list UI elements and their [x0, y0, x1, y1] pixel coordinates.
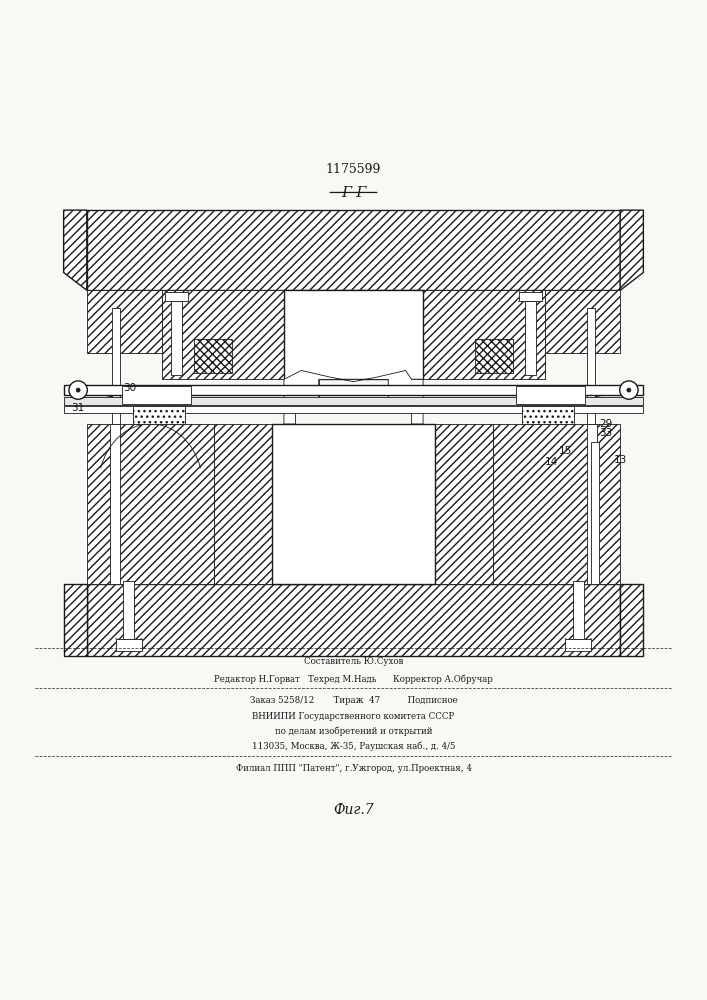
Bar — [133, 406, 185, 424]
Bar — [272, 424, 435, 584]
Text: Редактор Н.Горват   Техред М.Надь      Корректор А.Обручар: Редактор Н.Горват Техред М.Надь Корректо… — [214, 675, 493, 684]
Polygon shape — [87, 210, 620, 290]
Text: 13: 13 — [614, 455, 626, 465]
Bar — [475, 339, 513, 373]
Bar — [565, 639, 591, 651]
Text: 31: 31 — [71, 403, 84, 413]
Polygon shape — [214, 424, 272, 584]
Text: 30: 30 — [123, 383, 136, 393]
Bar — [519, 292, 542, 301]
Bar — [587, 424, 597, 584]
Polygon shape — [493, 424, 620, 584]
Polygon shape — [87, 424, 214, 584]
Text: ВНИИПИ Государственного комитета СССР: ВНИИПИ Государственного комитета СССР — [252, 712, 455, 721]
Polygon shape — [620, 210, 643, 290]
Bar — [64, 406, 643, 413]
Text: 33: 33 — [600, 428, 613, 438]
Bar — [64, 385, 643, 395]
Bar — [284, 290, 423, 379]
Bar — [122, 386, 191, 404]
Bar — [573, 581, 584, 639]
Bar — [587, 308, 595, 424]
Text: Составитель Ю.Сухов: Составитель Ю.Сухов — [304, 657, 403, 666]
Polygon shape — [620, 584, 643, 656]
Bar — [165, 292, 188, 301]
Polygon shape — [64, 584, 87, 656]
Bar — [116, 639, 142, 651]
Circle shape — [76, 388, 80, 392]
Text: 29: 29 — [600, 419, 613, 429]
Polygon shape — [87, 290, 162, 353]
Bar — [64, 397, 643, 405]
Bar — [525, 301, 536, 375]
Bar — [112, 308, 120, 424]
Polygon shape — [284, 370, 423, 424]
Text: Филиал ППП "Патент", г.Ужгород, ул.Проектная, 4: Филиал ППП "Патент", г.Ужгород, ул.Проек… — [235, 764, 472, 773]
Circle shape — [69, 381, 88, 399]
Text: Фиг.7: Фиг.7 — [333, 803, 374, 817]
Bar — [522, 406, 574, 424]
Text: Г-Г: Г-Г — [341, 186, 366, 200]
Text: Заказ 5258/12       Тираж  47          Подписное: Заказ 5258/12 Тираж 47 Подписное — [250, 696, 457, 705]
Polygon shape — [545, 290, 620, 353]
Text: 14: 14 — [545, 457, 559, 467]
Text: 113035, Москва, Ж-35, Раушская наб., д. 4/5: 113035, Москва, Ж-35, Раушская наб., д. … — [252, 741, 455, 751]
Bar — [110, 424, 120, 584]
Polygon shape — [435, 424, 493, 584]
Text: 1175599: 1175599 — [326, 163, 381, 176]
Text: 15: 15 — [559, 446, 572, 456]
Circle shape — [626, 388, 631, 392]
Polygon shape — [64, 210, 87, 290]
Circle shape — [619, 381, 638, 399]
Bar — [171, 301, 182, 375]
Polygon shape — [162, 290, 284, 379]
Text: по делам изобретений и открытий: по делам изобретений и открытий — [275, 727, 432, 736]
Bar — [194, 339, 232, 373]
Polygon shape — [87, 584, 620, 656]
Bar — [123, 581, 134, 639]
Polygon shape — [423, 290, 545, 379]
Bar — [516, 386, 585, 404]
Bar — [591, 442, 600, 584]
